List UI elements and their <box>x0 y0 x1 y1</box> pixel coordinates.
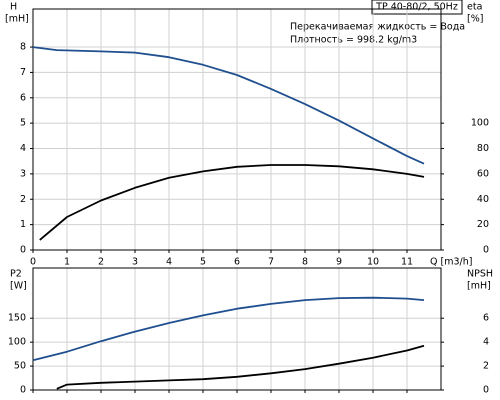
x-axis-label: Q [m3/h] <box>430 257 472 268</box>
y2-axis-label: NPSH <box>467 269 493 280</box>
x-tick-label: 1 <box>64 257 70 268</box>
chart-title: TP 40-80/2, 50Hz <box>375 2 458 13</box>
curve <box>32 46 425 165</box>
x-tick-label: 11 <box>401 257 413 268</box>
y-tick-label: 0 <box>20 385 26 396</box>
y2-tick-label: 6 <box>483 313 489 324</box>
y2-tick-label: 40 <box>477 194 489 205</box>
y2-tick-label: 0 <box>483 245 489 256</box>
annotation: Плотность = 998.2 kg/m3 <box>290 35 417 46</box>
y2-axis-label: eta <box>467 2 482 13</box>
y2-tick-label: 2 <box>483 361 489 372</box>
y-tick-label: 6 <box>20 92 26 103</box>
plot-frame <box>32 267 442 391</box>
y2-tick-label: 0 <box>483 385 489 396</box>
y2-tick-label: 100 <box>471 118 489 129</box>
curve <box>56 344 425 390</box>
y2-tick-label: 60 <box>477 168 489 179</box>
y-tick-label: 50 <box>14 361 26 372</box>
y-tick-label: 150 <box>8 313 26 324</box>
y-tick-label: 7 <box>20 67 26 78</box>
y2-tick-label: 20 <box>477 219 489 230</box>
x-tick-label: 9 <box>336 257 342 268</box>
y-tick-label: 5 <box>20 118 26 129</box>
y-tick-label: 4 <box>20 143 26 154</box>
curve <box>39 164 425 241</box>
y-tick-label: 2 <box>20 194 26 205</box>
y2-tick-label: 4 <box>483 337 489 348</box>
y-tick-label: 3 <box>20 168 26 179</box>
curve <box>32 296 425 362</box>
y-axis-unit: [W] <box>10 281 27 292</box>
y-axis-label: H <box>10 2 17 13</box>
x-tick-label: 7 <box>268 257 274 268</box>
y2-axis-unit: [mH] <box>467 281 491 292</box>
plot-frame <box>32 8 442 251</box>
y-tick-label: 1 <box>20 219 26 230</box>
x-tick-label: 0 <box>30 257 36 268</box>
y-axis-label: P2 <box>10 269 22 280</box>
y-axis-unit: [mH] <box>5 14 29 25</box>
x-tick-label: 3 <box>132 257 138 268</box>
y-tick-label: 8 <box>20 42 26 53</box>
x-tick-label: 10 <box>367 257 379 268</box>
x-tick-label: 4 <box>166 257 172 268</box>
y-tick-label: 0 <box>20 245 26 256</box>
x-tick-label: 8 <box>302 257 308 268</box>
x-tick-label: 5 <box>200 257 206 268</box>
x-tick-label: 2 <box>98 257 104 268</box>
y2-axis-unit: [%] <box>467 14 483 25</box>
annotation: Перекачиваемая жидкость = Вода <box>290 22 465 33</box>
y-tick-label: 100 <box>8 337 26 348</box>
y2-tick-label: 80 <box>477 143 489 154</box>
x-tick-label: 6 <box>234 257 240 268</box>
title-box <box>371 0 463 15</box>
